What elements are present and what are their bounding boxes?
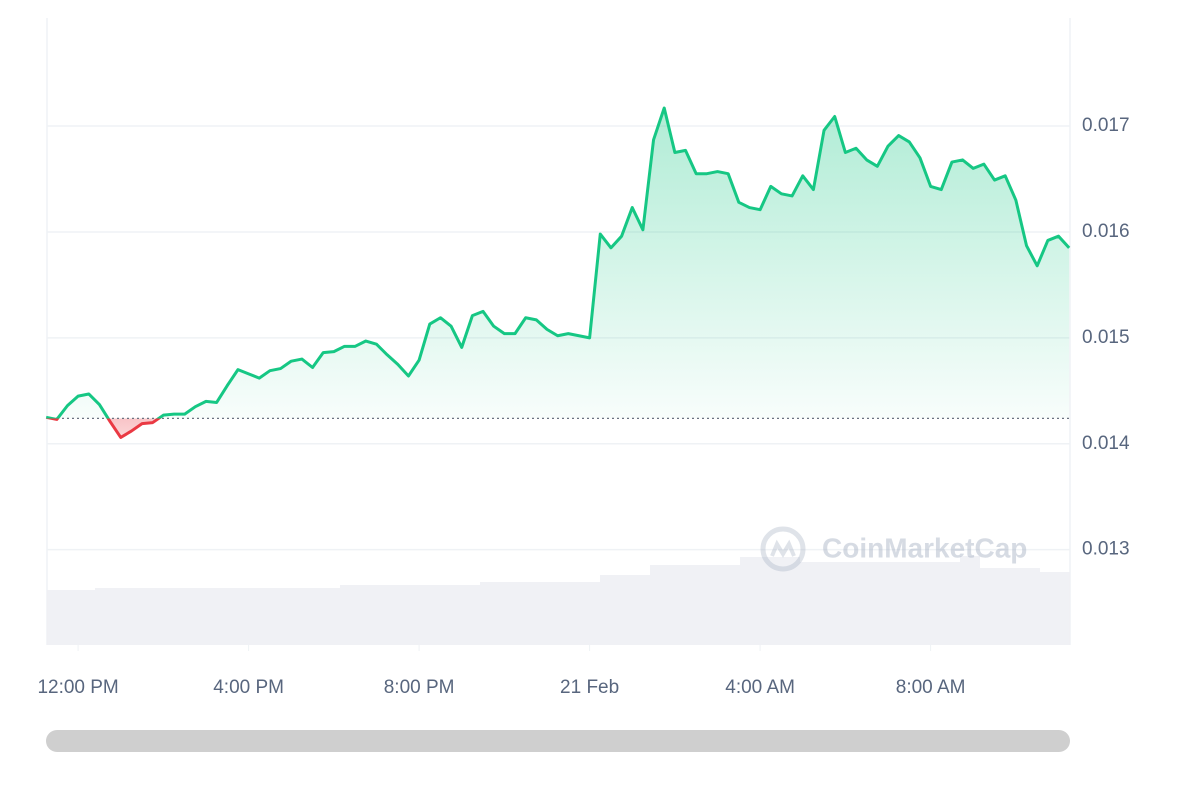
- watermark: CoinMarketCap: [822, 532, 1027, 563]
- y-tick-label: 0.014: [1082, 433, 1130, 454]
- y-tick-label: 0.017: [1082, 115, 1130, 136]
- watermark-logo: [760, 526, 806, 572]
- y-tick-label: 0.016: [1082, 221, 1130, 242]
- scrollbar[interactable]: [46, 730, 1070, 752]
- volume-area: [47, 556, 1070, 645]
- y-tick-label: 0.013: [1082, 539, 1130, 560]
- x-tick-label: 12:00 PM: [37, 677, 118, 698]
- x-tick-label: 21 Feb: [560, 677, 619, 698]
- price-line: [45, 106, 1071, 439]
- x-tick-label: 8:00 PM: [384, 677, 455, 698]
- y-tick-label: 0.015: [1082, 327, 1130, 348]
- x-tick-label: 4:00 AM: [725, 677, 795, 698]
- x-tick-label: 4:00 PM: [213, 677, 284, 698]
- x-tick-label: 8:00 AM: [896, 677, 966, 698]
